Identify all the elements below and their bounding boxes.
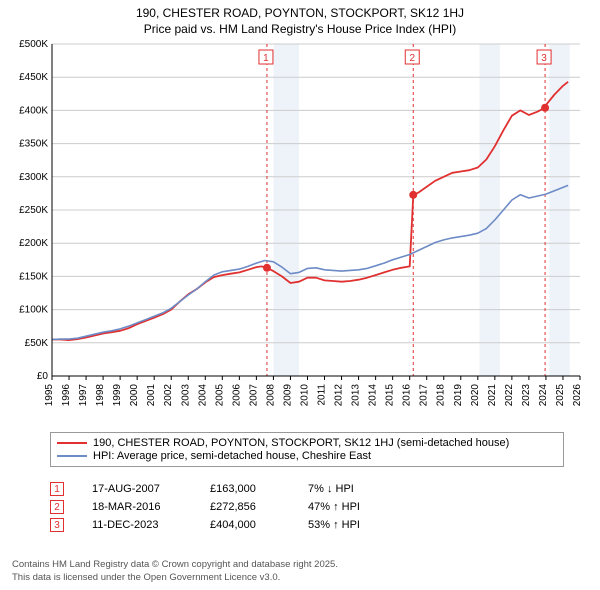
svg-text:£150K: £150K (19, 271, 48, 282)
marker-date: 11-DEC-2023 (92, 519, 182, 531)
marker-row: 2 18-MAR-2016 £272,856 47% ↑ HPI (50, 500, 388, 514)
line-chart: £0 £50K £100K £150K £200K £250K £300K £350K £400… (12, 40, 588, 418)
svg-text:£100K: £100K (19, 305, 48, 316)
svg-text:3: 3 (541, 53, 547, 64)
svg-text:2008: 2008 (265, 384, 276, 407)
svg-text:2021: 2021 (487, 384, 498, 407)
svg-text:2007: 2007 (248, 384, 259, 407)
svg-text:£0: £0 (37, 371, 49, 382)
svg-text:2000: 2000 (129, 384, 140, 407)
marker-price: £163,000 (210, 483, 280, 495)
svg-text:2023: 2023 (521, 384, 532, 407)
marker-row: 3 11-DEC-2023 £404,000 53% ↑ HPI (50, 518, 388, 532)
marker-badge: 3 (50, 518, 64, 532)
svg-text:2015: 2015 (385, 384, 396, 407)
legend: 190, CHESTER ROAD, POYNTON, STOCKPORT, S… (50, 432, 564, 467)
footer-line1: Contains HM Land Registry data © Crown c… (12, 559, 338, 571)
root: { "title": { "line1": "190, CHESTER ROAD… (0, 0, 600, 590)
svg-text:1998: 1998 (95, 384, 106, 407)
title-line1: 190, CHESTER ROAD, POYNTON, STOCKPORT, S… (0, 6, 600, 22)
marker-price: £272,856 (210, 501, 280, 513)
svg-text:£400K: £400K (19, 105, 48, 116)
svg-text:2019: 2019 (453, 384, 464, 407)
legend-swatch (57, 442, 87, 444)
svg-text:£350K: £350K (19, 139, 48, 150)
footer-attribution: Contains HM Land Registry data © Crown c… (12, 559, 338, 584)
legend-swatch (57, 455, 87, 457)
svg-text:£250K: £250K (19, 205, 48, 216)
marker-badge: 1 (50, 482, 64, 496)
svg-text:1: 1 (263, 53, 269, 64)
chart-title: 190, CHESTER ROAD, POYNTON, STOCKPORT, S… (0, 0, 600, 37)
svg-text:2003: 2003 (180, 384, 191, 407)
legend-label: HPI: Average price, semi-detached house,… (93, 450, 371, 462)
svg-text:2011: 2011 (317, 384, 328, 406)
svg-text:2001: 2001 (146, 384, 157, 407)
marker-row: 1 17-AUG-2007 £163,000 7% ↓ HPI (50, 482, 388, 496)
marker-price: £404,000 (210, 519, 280, 531)
svg-text:2025: 2025 (555, 384, 566, 407)
marker-badge: 2 (50, 500, 64, 514)
svg-text:2018: 2018 (436, 384, 447, 407)
marker-table: 1 17-AUG-2007 £163,000 7% ↓ HPI 2 18-MAR-2016… (50, 478, 388, 536)
svg-text:2004: 2004 (197, 384, 208, 407)
svg-text:2: 2 (409, 53, 415, 64)
svg-text:1999: 1999 (112, 384, 123, 407)
svg-text:2022: 2022 (504, 384, 515, 407)
footer-line2: This data is licensed under the Open Gov… (12, 572, 338, 584)
legend-row: 190, CHESTER ROAD, POYNTON, STOCKPORT, S… (57, 437, 557, 449)
legend-row: HPI: Average price, semi-detached house,… (57, 450, 557, 462)
svg-text:2009: 2009 (282, 384, 293, 407)
svg-text:1995: 1995 (44, 384, 55, 407)
svg-text:2020: 2020 (470, 384, 481, 407)
svg-text:1996: 1996 (61, 384, 72, 407)
svg-text:2013: 2013 (351, 384, 362, 407)
svg-text:2002: 2002 (163, 384, 174, 407)
svg-text:2017: 2017 (419, 384, 430, 407)
marker-date: 17-AUG-2007 (92, 483, 182, 495)
svg-text:2016: 2016 (402, 384, 413, 407)
marker-pct: 53% ↑ HPI (308, 519, 388, 531)
svg-text:2006: 2006 (231, 384, 242, 407)
title-line2: Price paid vs. HM Land Registry's House … (0, 22, 600, 38)
svg-text:2026: 2026 (572, 384, 583, 407)
marker-pct: 47% ↑ HPI (308, 501, 388, 513)
marker-date: 18-MAR-2016 (92, 501, 182, 513)
svg-text:£450K: £450K (19, 72, 48, 83)
svg-text:£200K: £200K (19, 238, 48, 249)
svg-text:£500K: £500K (19, 40, 48, 50)
svg-text:£300K: £300K (19, 172, 48, 183)
svg-text:2014: 2014 (368, 384, 379, 407)
chart-area: £0 £50K £100K £150K £200K £250K £300K £350K £400… (12, 40, 588, 418)
svg-text:2012: 2012 (334, 384, 345, 407)
svg-text:2005: 2005 (214, 384, 225, 407)
svg-text:1997: 1997 (78, 384, 89, 407)
svg-text:2024: 2024 (538, 384, 549, 407)
svg-text:£50K: £50K (25, 338, 49, 349)
svg-text:2010: 2010 (299, 384, 310, 407)
legend-label: 190, CHESTER ROAD, POYNTON, STOCKPORT, S… (93, 437, 509, 449)
marker-pct: 7% ↓ HPI (308, 483, 388, 495)
